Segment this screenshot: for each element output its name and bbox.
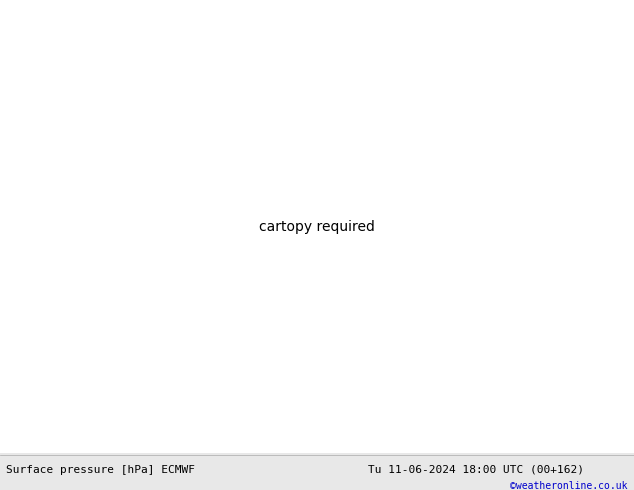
Text: ©weatheronline.co.uk: ©weatheronline.co.uk [510, 481, 628, 490]
Text: cartopy required: cartopy required [259, 220, 375, 234]
Text: Tu 11-06-2024 18:00 UTC (00+162): Tu 11-06-2024 18:00 UTC (00+162) [368, 465, 584, 475]
Text: Surface pressure [hPa] ECMWF: Surface pressure [hPa] ECMWF [6, 465, 195, 475]
